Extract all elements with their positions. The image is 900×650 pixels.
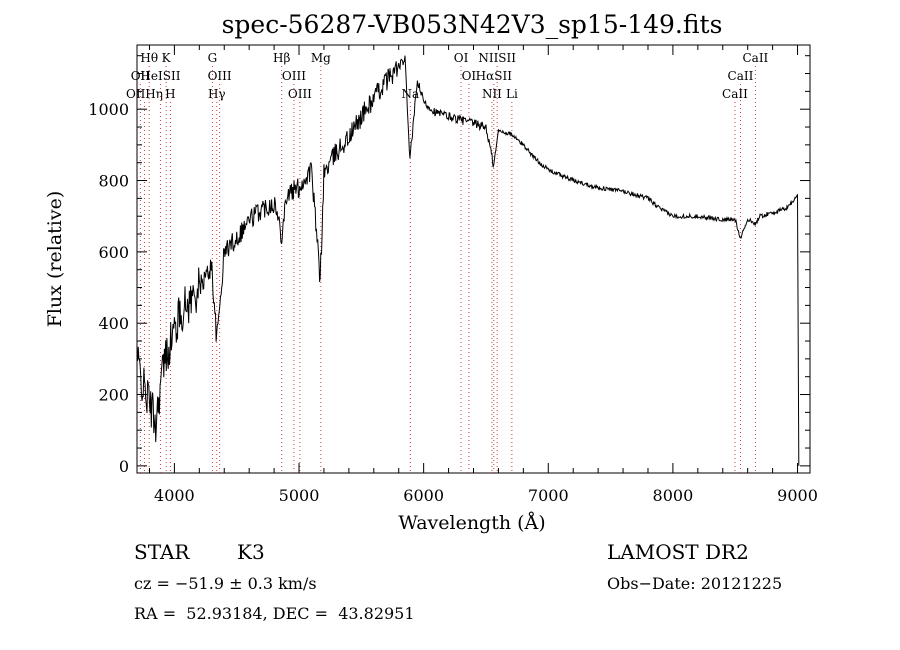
y-tick-label: 400 bbox=[98, 314, 129, 333]
plot-frame bbox=[136, 44, 811, 474]
line-marker-label: CaII bbox=[742, 51, 768, 65]
line-marker-label: G bbox=[208, 51, 218, 65]
line-marker-label: NIISII bbox=[478, 51, 516, 65]
line-marker-label: OIII bbox=[208, 69, 232, 83]
line-marker-label: CaII bbox=[722, 87, 748, 101]
x-tick-label: 4000 bbox=[154, 486, 195, 505]
line-marker-label: Hγ bbox=[208, 87, 226, 101]
line-marker-label: NII bbox=[482, 87, 502, 101]
spectral-subclass: K3 bbox=[237, 540, 265, 564]
spectrum-line bbox=[136, 55, 800, 466]
observation-date: Obs−Date: 20121225 bbox=[607, 574, 783, 593]
x-tick-label: 7000 bbox=[528, 486, 569, 505]
line-marker-label: H bbox=[165, 87, 175, 101]
redshift-velocity: cz = −51.9 ± 0.3 km/s bbox=[134, 574, 317, 593]
coordinates: RA = 52.93184, DEC = 43.82951 bbox=[134, 604, 415, 623]
x-tick-label: 5000 bbox=[279, 486, 320, 505]
x-axis: 4000 5000 6000 7000 8000 9000 bbox=[148, 45, 818, 505]
y-tick-label: 800 bbox=[98, 172, 129, 191]
y-tick-label: 600 bbox=[98, 243, 129, 262]
line-marker-label: CaII bbox=[728, 69, 754, 83]
y-tick-label: 0 bbox=[119, 457, 129, 476]
y-tick-label: 200 bbox=[98, 386, 129, 405]
line-marker-label: OIIHη bbox=[126, 87, 163, 101]
x-axis-label: Wavelength (Å) bbox=[398, 512, 545, 534]
chart-title: spec-56287-VB053N42V3_sp15-149.fits bbox=[222, 10, 723, 39]
line-marker-label: Na bbox=[401, 87, 419, 101]
line-marker-label: Mg bbox=[311, 51, 331, 65]
line-marker-label: OIII bbox=[282, 69, 306, 83]
object-class: STAR bbox=[134, 540, 190, 564]
line-marker-label: Hβ bbox=[273, 51, 290, 65]
y-tick-label: 1000 bbox=[88, 100, 129, 119]
x-tick-label: 9000 bbox=[777, 486, 818, 505]
line-marker-label: OI bbox=[454, 51, 469, 65]
line-marker-label: OII bbox=[131, 69, 151, 83]
line-marker-label: HαSII bbox=[476, 69, 513, 83]
x-tick-label: 8000 bbox=[653, 486, 694, 505]
line-marker-label: Hθ bbox=[140, 51, 158, 65]
line-marker-label: HeISII bbox=[140, 69, 180, 83]
line-marker-label: Li bbox=[506, 87, 518, 101]
line-marker-label: OI bbox=[462, 69, 477, 83]
line-marker-label: OIII bbox=[288, 87, 312, 101]
line-marker-label: K bbox=[162, 51, 172, 65]
y-axis-label: Flux (relative) bbox=[44, 191, 66, 328]
line-marker-group bbox=[139, 66, 756, 473]
x-tick-label: 6000 bbox=[403, 486, 444, 505]
y-axis: 0 200 400 600 800 1000 bbox=[88, 55, 810, 476]
survey-name: LAMOST DR2 bbox=[607, 540, 749, 564]
